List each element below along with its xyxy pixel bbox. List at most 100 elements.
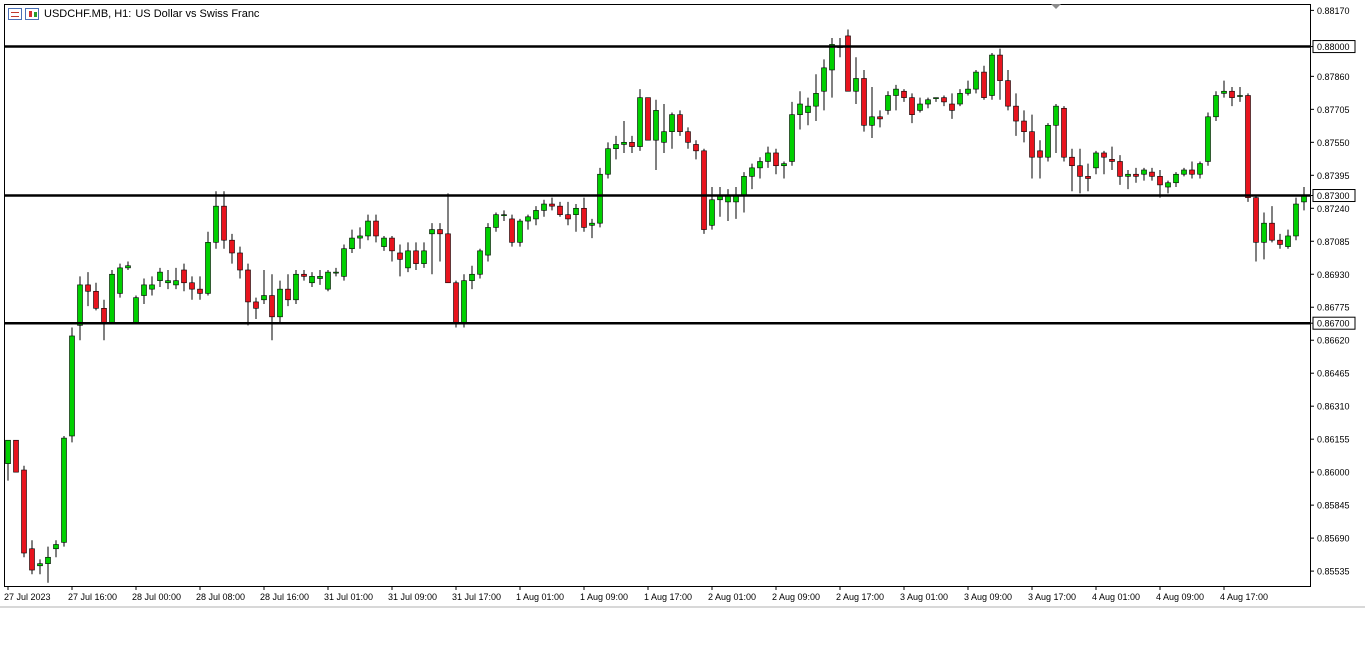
candle-bull xyxy=(5,439,11,464)
scroll-marker-icon xyxy=(1051,4,1061,9)
x-tick-label: 31 Jul 09:00 xyxy=(388,592,437,602)
y-tick-label: 0.87085 xyxy=(1317,237,1350,247)
candle-bull xyxy=(757,161,763,169)
candle-bear xyxy=(1021,120,1027,132)
candle-bear xyxy=(21,469,27,554)
candle-bull xyxy=(357,235,363,239)
timeframe-label: H1: xyxy=(114,8,132,20)
x-tick-label: 28 Jul 00:00 xyxy=(132,592,181,602)
y-tick-label: 0.86465 xyxy=(1317,369,1350,379)
x-tick-label: 4 Aug 17:00 xyxy=(1220,592,1268,602)
candle-bull xyxy=(317,276,323,279)
x-tick-label: 1 Aug 09:00 xyxy=(580,592,628,602)
candle-bull xyxy=(709,199,715,226)
candle-bear xyxy=(509,218,515,243)
candle-bull xyxy=(893,88,899,96)
candle-bear xyxy=(93,290,99,309)
candle-bull xyxy=(597,173,603,224)
y-tick-label: 0.87240 xyxy=(1317,204,1350,214)
candle-bull xyxy=(405,250,411,269)
candle-bull xyxy=(1093,152,1099,169)
candle-bull xyxy=(485,227,491,256)
candle-bull xyxy=(661,131,667,143)
candle-bull xyxy=(813,93,819,107)
candle-bull xyxy=(965,88,971,94)
candle-bear xyxy=(565,214,571,220)
candle-bear xyxy=(85,284,91,292)
y-tick-label: 0.86700 xyxy=(1317,319,1350,329)
candle-bear xyxy=(397,252,403,260)
candle-bull xyxy=(141,284,147,296)
candle-bull xyxy=(149,284,155,290)
candle-bull xyxy=(293,273,299,301)
candle-bear xyxy=(845,35,851,92)
candle-bull xyxy=(117,267,123,294)
symbol-description: US Dollar vs Swiss Franc xyxy=(135,8,260,20)
candle-bull xyxy=(805,105,811,113)
candle-bear xyxy=(1069,156,1075,167)
candle-bull xyxy=(333,271,339,274)
candle-bull xyxy=(261,295,267,301)
chart-header: USDCHF.MB, H1: US Dollar vs Swiss Franc xyxy=(8,5,259,23)
candle-bull xyxy=(749,167,755,177)
candle-bull xyxy=(69,335,75,437)
candle-bull xyxy=(365,220,371,237)
candle-bear xyxy=(557,205,563,215)
x-tick-label: 4 Aug 09:00 xyxy=(1156,592,1204,602)
candle-bear xyxy=(453,282,459,324)
candle-bear xyxy=(229,239,235,254)
candle-bear xyxy=(189,282,195,290)
candle-bull xyxy=(637,97,643,147)
candle-bear xyxy=(861,78,867,126)
level-price-box xyxy=(1312,189,1356,203)
candle-bear xyxy=(237,252,243,271)
candle-bull xyxy=(589,222,595,226)
data-window-icon[interactable] xyxy=(8,8,22,20)
candle-bull xyxy=(1205,116,1211,162)
y-tick-label: 0.86620 xyxy=(1317,336,1350,346)
candle-bear xyxy=(877,116,883,120)
y-tick-label: 0.85845 xyxy=(1317,501,1350,511)
candle-bull xyxy=(869,116,875,126)
candle-bull xyxy=(1181,169,1187,175)
candle-bull xyxy=(341,248,347,277)
candle-bull xyxy=(53,544,59,550)
candle-bear xyxy=(437,229,443,235)
candle-bear xyxy=(1149,171,1155,177)
level-price-box xyxy=(1312,316,1356,330)
candle-bear xyxy=(1245,95,1251,198)
candle-bull xyxy=(533,210,539,220)
candle-bear xyxy=(1133,173,1139,177)
chart-type-icon[interactable] xyxy=(25,8,39,20)
candle-bear xyxy=(1157,176,1163,186)
candle-bear xyxy=(373,220,379,237)
candle-bear xyxy=(389,237,395,252)
candle-bear xyxy=(13,439,19,473)
candle-bull xyxy=(421,250,427,264)
candle-bear xyxy=(581,207,587,228)
candle-bear xyxy=(701,150,707,230)
y-tick-label: 0.88000 xyxy=(1317,42,1350,52)
x-tick-label: 3 Aug 09:00 xyxy=(964,592,1012,602)
candle-bull xyxy=(325,271,331,290)
y-tick-label: 0.85535 xyxy=(1317,567,1350,577)
candle-bear xyxy=(1117,161,1123,177)
candle-bear xyxy=(909,97,915,115)
candle-bull xyxy=(277,288,283,318)
candle-bear xyxy=(181,269,187,284)
y-tick-label: 0.88170 xyxy=(1317,6,1350,16)
candle-bull xyxy=(1197,163,1203,175)
x-tick-label: 31 Jul 01:00 xyxy=(324,592,373,602)
candle-bull xyxy=(765,152,771,162)
candle-bear xyxy=(1277,239,1283,245)
x-tick-label: 3 Aug 01:00 xyxy=(900,592,948,602)
x-tick-label: 28 Jul 16:00 xyxy=(260,592,309,602)
candle-bull xyxy=(381,237,387,247)
candle-bull xyxy=(109,273,115,324)
candle-bear xyxy=(221,205,227,241)
candle-bull xyxy=(1125,173,1131,177)
candle-bull xyxy=(541,203,547,211)
y-tick-label: 0.86155 xyxy=(1317,435,1350,445)
